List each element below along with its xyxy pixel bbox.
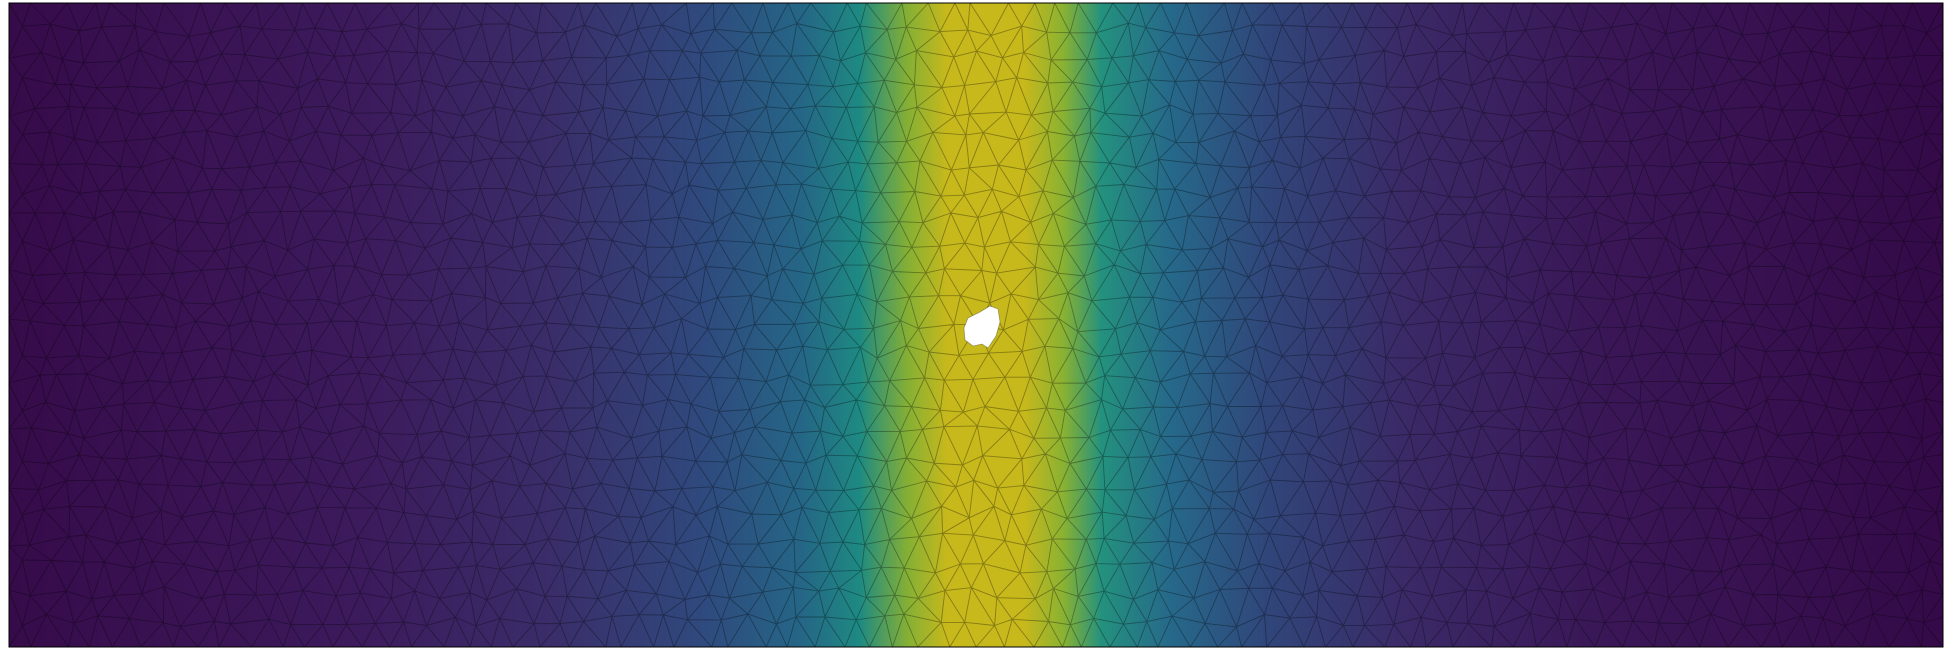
hole: [963, 305, 1001, 349]
mesh-edges: [8, 2, 1944, 648]
